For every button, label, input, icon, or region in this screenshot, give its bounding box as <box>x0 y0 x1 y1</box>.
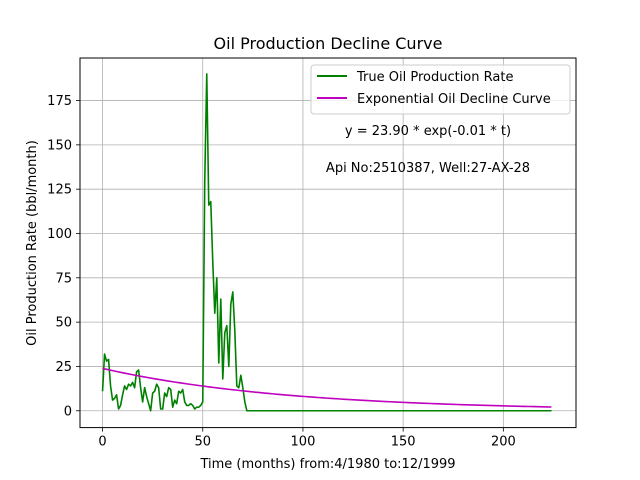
legend-label-true-rate: True Oil Production Rate <box>356 70 513 85</box>
grid <box>80 58 576 428</box>
x-tick-label: 100 <box>291 435 316 450</box>
y-tick-label: 25 <box>55 360 72 375</box>
y-tick-label: 175 <box>47 94 72 109</box>
x-tick-label: 50 <box>194 435 211 450</box>
x-tick-label: 150 <box>391 435 416 450</box>
y-tick-label: 125 <box>47 183 72 198</box>
y-tick-label: 75 <box>55 271 72 286</box>
y-axis-label: Oil Production Rate (bbl/month) <box>25 140 40 346</box>
y-tick-label: 100 <box>47 227 72 242</box>
x-tick-label: 200 <box>491 435 516 450</box>
true-production-line <box>101 73 552 412</box>
equation-annotation: y = 23.90 * exp(-0.01 * t) <box>345 124 511 139</box>
x-axis-label: Time (months) from:4/1980 to:12/1999 <box>199 457 455 472</box>
chart-title: Oil Production Decline Curve <box>214 34 443 53</box>
y-tick-label: 0 <box>64 404 72 419</box>
x-tick-label: 0 <box>98 435 106 450</box>
well-annotation: Api No:2510387, Well:27-AX-28 <box>326 161 530 176</box>
legend-label-decline-curve: Exponential Oil Decline Curve <box>357 92 551 107</box>
legend: True Oil Production Rate Exponential Oil… <box>310 64 571 115</box>
plot-frame <box>79 57 577 429</box>
legend-box <box>310 64 571 115</box>
y-tick-label: 50 <box>55 316 72 331</box>
ticks: 0 50 100 150 200 0 25 50 75 100 125 150 175 <box>47 94 516 450</box>
series-layer <box>101 73 552 412</box>
y-tick-label: 150 <box>47 138 72 153</box>
exponential-decline-line <box>102 367 552 408</box>
